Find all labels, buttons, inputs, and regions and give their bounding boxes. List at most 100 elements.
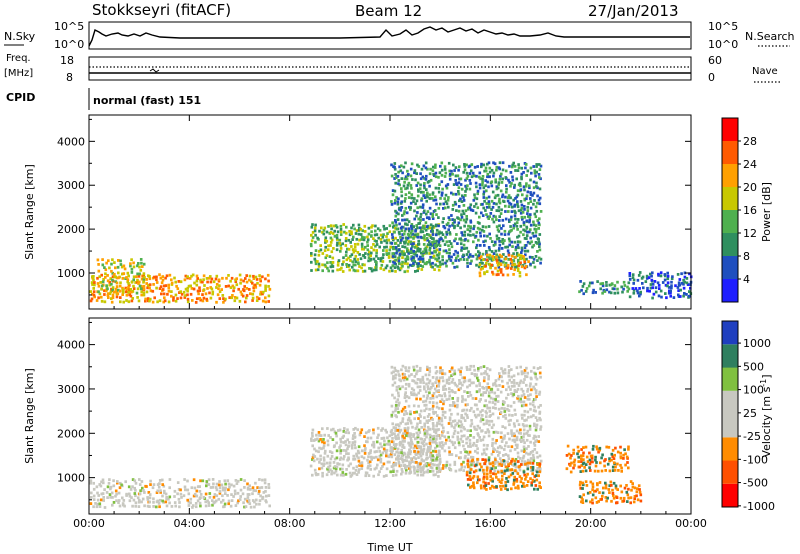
scatter-cell <box>395 469 399 473</box>
scatter-cell <box>523 215 527 219</box>
scatter-cell <box>426 421 429 424</box>
scatter-cell <box>457 258 461 262</box>
scatter-cell <box>331 265 335 268</box>
scatter-cell <box>654 290 658 294</box>
scatter-cell <box>312 453 315 457</box>
scatter-cell <box>632 291 636 295</box>
scatter-cell <box>158 505 161 509</box>
scatter-cell <box>437 224 440 228</box>
scatter-cell <box>190 486 194 490</box>
scatter-cell <box>462 243 466 247</box>
scatter-cell <box>344 449 348 452</box>
scatter-cell <box>253 500 256 504</box>
scatter-cell <box>612 481 616 485</box>
scatter-cell <box>616 287 619 291</box>
scatter-cell <box>432 434 436 438</box>
scatter-cell <box>410 387 414 391</box>
scatter-cell <box>400 194 404 198</box>
scatter-cell <box>499 259 503 263</box>
scatter-cell <box>526 212 529 215</box>
scatter-cell <box>490 250 494 253</box>
scatter-cell <box>142 272 146 276</box>
scatter-cell <box>355 229 359 232</box>
scatter-cell <box>101 258 104 261</box>
scatter-cell <box>500 440 504 443</box>
colorbar-tick-label: 28 <box>743 135 757 148</box>
scatter-cell <box>246 486 250 490</box>
scatter-cell <box>423 209 426 213</box>
scatter-cell <box>492 161 495 165</box>
scatter-cell <box>651 282 655 286</box>
scatter-cell <box>342 260 345 264</box>
scatter-cell <box>482 468 485 472</box>
scatter-cell <box>394 181 397 185</box>
scatter-cell <box>516 202 519 206</box>
scatter-cell <box>186 498 189 502</box>
scatter-cell <box>466 478 470 481</box>
scatter-cell <box>415 262 419 265</box>
scatter-cell <box>461 400 464 403</box>
scatter-cell <box>337 260 340 264</box>
scatter-cell <box>356 269 360 273</box>
scatter-cell <box>155 281 159 284</box>
scatter-cell <box>488 406 492 410</box>
scatter-cell <box>494 406 497 410</box>
scatter-cell <box>401 245 404 248</box>
scatter-cell <box>360 238 363 241</box>
scatter-cell <box>464 450 467 454</box>
scatter-cell <box>339 467 342 471</box>
scatter-cell <box>622 280 626 284</box>
scatter-cell <box>409 235 413 239</box>
beam-title: Beam 12 <box>355 2 422 20</box>
scatter-cell <box>469 434 472 437</box>
scatter-cell <box>494 242 497 246</box>
scatter-cell <box>529 206 533 210</box>
scatter-cell <box>456 251 459 255</box>
scatter-cell <box>142 489 145 492</box>
scatter-cell <box>161 494 164 498</box>
scatter-cell <box>141 486 144 490</box>
scatter-cell <box>522 257 526 261</box>
scatter-cell <box>400 225 404 229</box>
scatter-cell <box>499 270 503 274</box>
scatter-cell <box>639 493 643 497</box>
scatter-cell <box>417 190 420 193</box>
scatter-cell <box>517 399 521 403</box>
scatter-cell <box>569 464 572 467</box>
scatter-cell <box>406 256 410 260</box>
scatter-cell <box>435 424 438 428</box>
scatter-cell <box>489 475 492 478</box>
scatter-cell <box>390 413 394 417</box>
scatter-cell <box>523 460 527 464</box>
scatter-cell <box>645 274 649 278</box>
scatter-cell <box>330 470 334 473</box>
scatter-cell <box>612 457 616 460</box>
scatter-cell <box>244 505 248 508</box>
scatter-cell <box>438 422 441 426</box>
scatter-cell <box>496 261 499 264</box>
scatter-cell <box>520 477 523 480</box>
scatter-cell <box>488 215 491 218</box>
scatter-cell <box>416 473 419 477</box>
scatter-cell <box>438 457 442 461</box>
scatter-cell <box>93 295 96 299</box>
scatter-cell <box>264 284 267 288</box>
scatter-cell <box>165 496 168 499</box>
scatter-cell <box>528 428 532 431</box>
scatter-cell <box>503 401 506 404</box>
scatter-cell <box>264 300 268 304</box>
scatter-cell <box>507 253 511 257</box>
scatter-cell <box>355 237 359 241</box>
scatter-cell <box>450 424 454 428</box>
scatter-cell <box>526 397 530 401</box>
scatter-cell <box>137 299 141 303</box>
scatter-cell <box>410 391 413 395</box>
scatter-cell <box>685 281 689 285</box>
scatter-cell <box>384 428 387 432</box>
scatter-cell <box>435 376 439 380</box>
scatter-cell <box>120 265 124 269</box>
scatter-cell <box>417 239 420 243</box>
scatter-cell <box>356 251 360 254</box>
scatter-cell <box>627 287 631 291</box>
scatter-cell <box>391 252 394 255</box>
